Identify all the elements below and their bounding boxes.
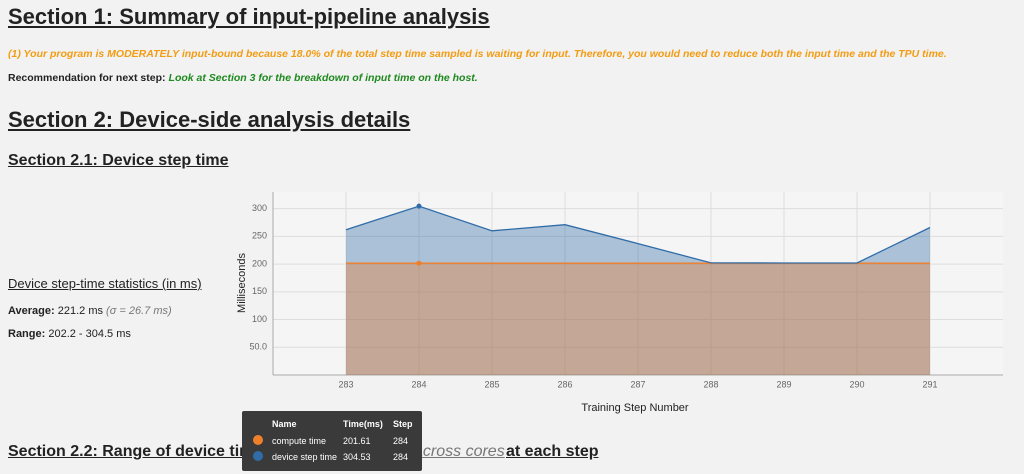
y-tick-label: 200	[252, 258, 267, 268]
tooltip: Name Time(ms) Step compute time 201.61 2…	[242, 411, 422, 471]
x-tick-label: 284	[411, 379, 426, 389]
summary: (1) Your program is MODERATELY input-bou…	[8, 48, 947, 60]
area	[346, 263, 930, 375]
point	[416, 203, 422, 209]
tooltip-step: 284	[393, 452, 409, 462]
x-tick-label: 291	[922, 379, 937, 389]
point	[416, 260, 422, 266]
y-tick-label: 100	[252, 314, 267, 324]
x-tick-label: 287	[630, 379, 645, 389]
x-tick-label: 283	[338, 379, 353, 389]
chart: Training Step Number Milliseconds 50.0 10…	[236, 192, 1003, 414]
average-value: 221.2 ms	[57, 305, 103, 317]
tooltip-value: 201.61	[343, 436, 371, 446]
y-tick-label: 300	[252, 203, 267, 213]
x-tick-label: 286	[557, 379, 572, 389]
range: Range: 202.2 - 304.5 ms	[8, 328, 131, 340]
link[interactable]: across cores	[414, 443, 505, 460]
subsection-title: at each step	[506, 443, 599, 460]
sigma: (σ = 26.7 ms)	[106, 305, 172, 317]
tooltip-header: Name	[272, 419, 297, 429]
recommendation-text: Look at Section 3 for the breakdown of i…	[168, 72, 478, 84]
section-title: Section 1: Summary of input-pipeline ana…	[8, 4, 490, 29]
recommendation: Recommendation for next step: Look at Sec…	[8, 72, 478, 84]
y-tick-label: 250	[252, 231, 267, 241]
tooltip-marker	[253, 451, 263, 461]
x-tick-label: 289	[776, 379, 791, 389]
x-tick-label: 285	[484, 379, 499, 389]
line	[345, 205, 931, 264]
x-tick-label: 290	[849, 379, 864, 389]
recommendation-label: Recommendation for next step:	[8, 72, 166, 84]
x-tick-label: 288	[703, 379, 718, 389]
average: Average: 221.2 ms (σ = 26.7 ms)	[8, 305, 172, 317]
tooltip-value: 304.53	[343, 452, 371, 462]
y-tick-label: 150	[252, 286, 267, 296]
subsection-title: Section 2.2: Range of device time	[8, 443, 263, 460]
range-value: 202.2 - 304.5 ms	[48, 328, 131, 340]
stats-title: Device step-time statistics (in ms)	[8, 276, 202, 291]
tooltip-header: Step	[393, 419, 413, 429]
x-axis-label: Training Step Number	[581, 402, 689, 414]
y-axis-label: Milliseconds	[236, 253, 248, 313]
range-label: Range:	[8, 328, 46, 340]
tooltip-step: 284	[393, 436, 409, 446]
average-label: Average:	[8, 305, 55, 317]
subsection-title: Section 2.1: Device step time	[8, 152, 229, 169]
tooltip-name: compute time	[272, 436, 327, 446]
tooltip-marker	[253, 435, 263, 445]
tooltip-name: device step time	[272, 452, 338, 462]
area	[346, 206, 930, 375]
tooltip-header: Time(ms)	[343, 419, 383, 429]
section-title: Section 2: Device-side analysis details	[8, 107, 411, 132]
y-tick-label: 50.0	[249, 342, 267, 352]
